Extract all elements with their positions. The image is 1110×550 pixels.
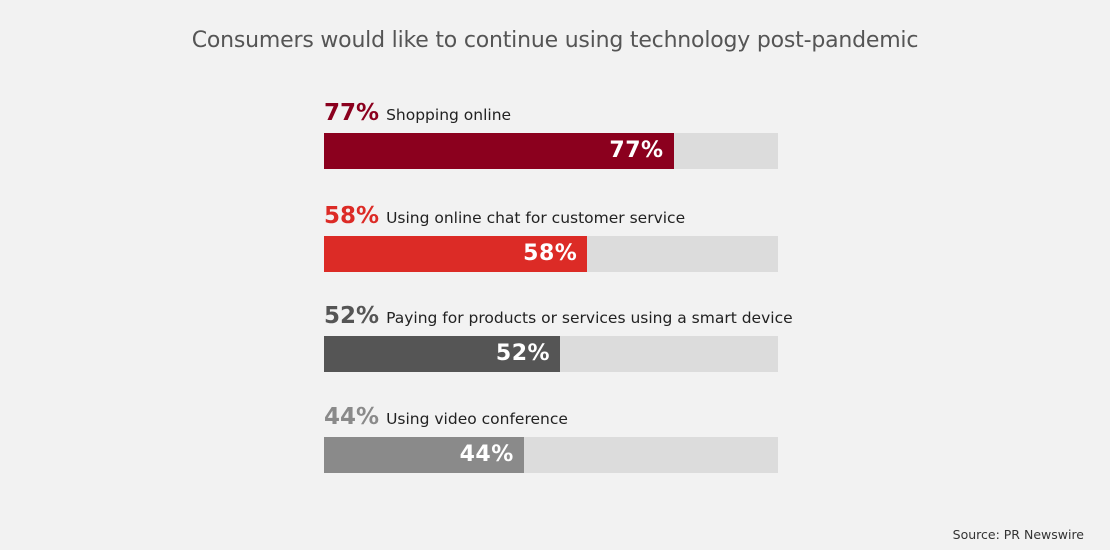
bar-category-label: Using video conference: [386, 410, 568, 428]
bar-value-label: 77%: [609, 138, 664, 163]
bar-category-label: Paying for products or services using a …: [386, 309, 793, 327]
bar-percent-label: 44%: [324, 404, 380, 430]
bar-category-label: Using online chat for customer service: [386, 209, 686, 227]
bar-value-label: 44%: [459, 442, 514, 467]
bar-percent-label: 52%: [324, 303, 380, 329]
bar-fill: 77%: [324, 133, 674, 169]
bar-value-label: 58%: [523, 241, 578, 266]
source-note: Source: PR Newswire: [952, 527, 1084, 542]
bar-percent-label: 77%: [324, 100, 380, 126]
bar-fill: 44%: [324, 437, 524, 473]
chart-title: Consumers would like to continue using t…: [191, 28, 919, 53]
bar-label: 44% Using video conference: [324, 404, 568, 434]
bar-label: 58% Using online chat for customer servic…: [324, 203, 685, 233]
bar-value-label: 52%: [495, 341, 551, 366]
bar-track: 52%: [324, 336, 778, 372]
bar-track: 77%: [324, 133, 778, 169]
bar-fill: 58%: [324, 236, 588, 272]
bar-label: 77% Shopping online: [324, 100, 511, 130]
bar-fill: 52%: [324, 336, 561, 372]
bar-category-label: Shopping online: [386, 106, 512, 124]
bar-label: 52% Paying for products or services using…: [324, 303, 793, 333]
bar-percent-label: 58%: [324, 203, 380, 229]
bar-track: 44%: [324, 437, 778, 473]
bar-track: 58%: [324, 236, 778, 272]
